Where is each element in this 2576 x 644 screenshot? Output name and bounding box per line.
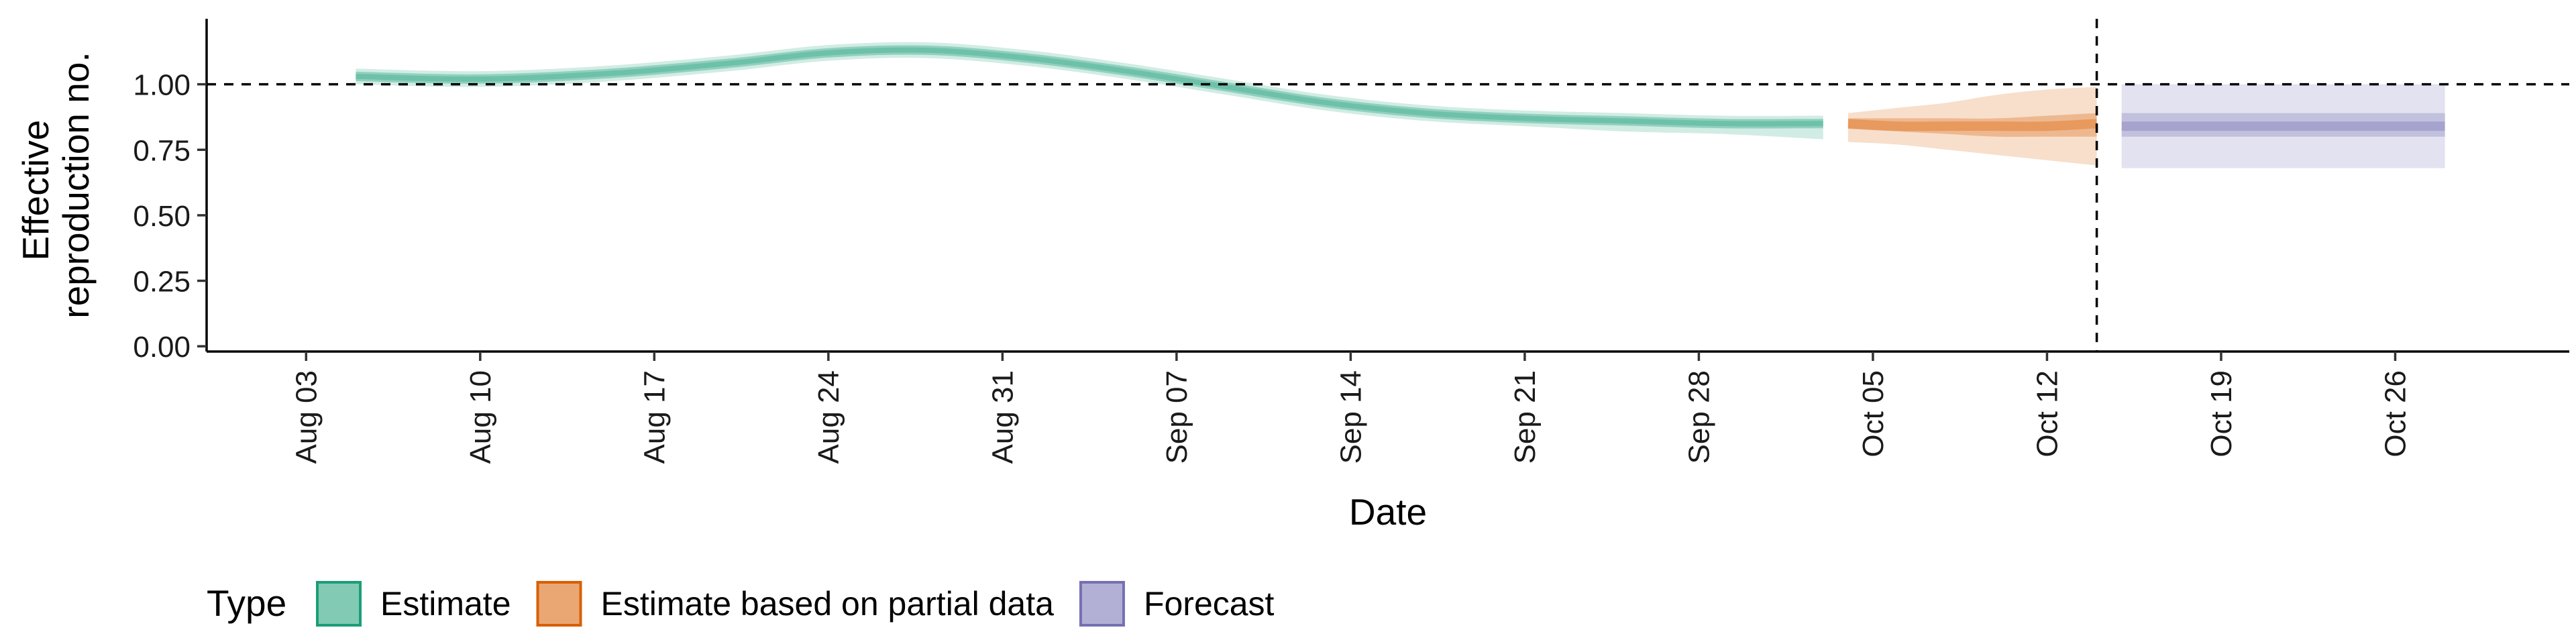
y-tick-label: 0.00 (133, 331, 191, 364)
y-tick-label: 1.00 (133, 69, 191, 102)
x-tick-label: Aug 17 (638, 370, 671, 464)
legend-label-estimate-based-on-partial-data: Estimate based on partial data (601, 585, 1055, 623)
legend-key-estimate-based-on-partial-data (536, 581, 582, 627)
legend: Type Estimate Estimate based on partial d… (207, 581, 1275, 627)
legend-item-estimate-based-on-partial-data: Estimate based on partial data (536, 581, 1055, 627)
y-axis-title: Effective reproduction no. (15, 52, 97, 319)
x-axis-title: Date (1349, 491, 1427, 533)
legend-key-forecast (1079, 581, 1125, 627)
reference-lines (207, 19, 2569, 352)
x-tick-label: Oct 19 (2205, 370, 2238, 458)
legend-label-estimate: Estimate (380, 585, 511, 623)
y-tick-label: 0.50 (133, 200, 191, 233)
legend-items: Estimate Estimate based on partial data Fo… (316, 581, 1275, 627)
legend-label-forecast: Forecast (1144, 585, 1275, 623)
legend-item-forecast: Forecast (1079, 581, 1275, 627)
band-90-estimate-based-on-partial-data (1847, 87, 2097, 166)
legend-item-estimate: Estimate (316, 581, 511, 627)
band-90-forecast (2121, 84, 2445, 168)
x-tick-label: Sep 14 (1334, 370, 1367, 464)
ribbon-layer (356, 42, 2445, 168)
x-ticks: Aug 03 Aug 10 Aug 17 Aug 24 Aug 31 Sep 07 Sep … (290, 352, 2412, 464)
x-tick-label: Sep 07 (1161, 370, 1193, 464)
x-tick-label: Oct 05 (1857, 370, 1890, 458)
band-90-estimate (356, 42, 1823, 140)
x-tick-label: Oct 12 (2031, 370, 2063, 458)
y-axis-title-line-1: Effective (15, 120, 56, 261)
x-tick-label: Sep 21 (1509, 370, 1542, 464)
median-layer (356, 45, 2445, 131)
y-tick-label: 0.25 (133, 266, 191, 299)
x-tick-label: Aug 31 (986, 370, 1019, 464)
x-tick-label: Aug 03 (290, 370, 323, 464)
axes: Aug 03 Aug 10 Aug 17 Aug 24 Aug 31 Sep 07 Sep … (133, 19, 2569, 464)
x-tick-label: Oct 26 (2379, 370, 2412, 458)
band-50-forecast (2121, 113, 2445, 137)
x-tick-label: Aug 24 (812, 370, 845, 464)
legend-key-estimate (316, 581, 362, 627)
legend-title: Type (207, 582, 286, 624)
x-tick-label: Aug 10 (464, 370, 497, 464)
median-estimate-based-on-partial-data (1847, 119, 2097, 131)
x-tick-label: Sep 28 (1682, 370, 1715, 464)
y-tick-label: 0.75 (133, 134, 191, 167)
y-ticks: 0.00 0.25 0.50 0.75 1.00 (133, 69, 207, 364)
band-50-estimate-based-on-partial-data (1847, 113, 2097, 138)
median-estimate (356, 45, 1823, 129)
y-axis-title-line-2: reproduction no. (55, 52, 97, 319)
